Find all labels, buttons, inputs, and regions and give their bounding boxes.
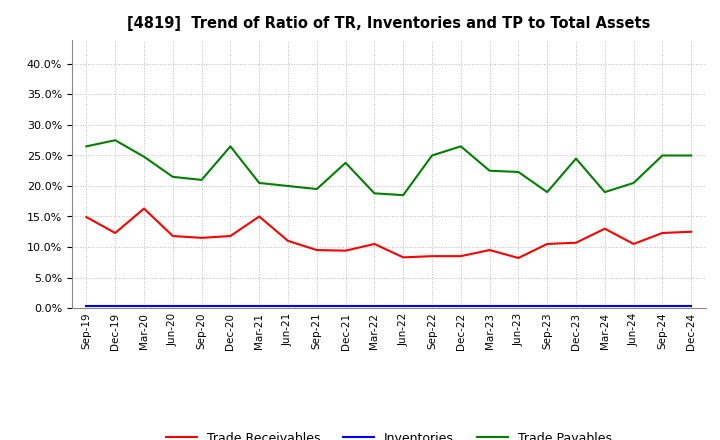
Trade Payables (111, 138, 120, 143)
Trade Receivables (485, 247, 494, 253)
Trade Payables (82, 144, 91, 149)
Inventories (197, 304, 206, 309)
Trade Receivables (312, 247, 321, 253)
Trade Receivables (226, 233, 235, 238)
Trade Receivables (255, 214, 264, 219)
Trade Payables (485, 168, 494, 173)
Trade Payables (140, 154, 148, 159)
Trade Receivables (600, 226, 609, 231)
Inventories (140, 304, 148, 309)
Trade Payables (456, 144, 465, 149)
Trade Payables (514, 169, 523, 175)
Trade Payables (629, 180, 638, 186)
Trade Payables (370, 191, 379, 196)
Line: Trade Receivables: Trade Receivables (86, 209, 691, 258)
Trade Receivables (399, 255, 408, 260)
Trade Payables (600, 190, 609, 195)
Trade Receivables (428, 253, 436, 259)
Trade Receivables (82, 214, 91, 220)
Inventories (284, 304, 292, 309)
Trade Payables (687, 153, 696, 158)
Inventories (687, 304, 696, 309)
Trade Receivables (658, 230, 667, 235)
Legend: Trade Receivables, Inventories, Trade Payables: Trade Receivables, Inventories, Trade Pa… (161, 427, 617, 440)
Inventories (456, 304, 465, 309)
Trade Payables (255, 180, 264, 186)
Inventories (226, 304, 235, 309)
Inventories (82, 304, 91, 309)
Trade Payables (543, 190, 552, 195)
Title: [4819]  Trend of Ratio of TR, Inventories and TP to Total Assets: [4819] Trend of Ratio of TR, Inventories… (127, 16, 650, 32)
Trade Receivables (140, 206, 148, 211)
Trade Payables (197, 177, 206, 183)
Inventories (168, 304, 177, 309)
Trade Receivables (111, 230, 120, 235)
Trade Receivables (197, 235, 206, 241)
Trade Receivables (543, 241, 552, 246)
Inventories (312, 304, 321, 309)
Trade Payables (658, 153, 667, 158)
Inventories (399, 304, 408, 309)
Trade Payables (284, 183, 292, 189)
Trade Payables (341, 160, 350, 165)
Trade Payables (226, 144, 235, 149)
Trade Payables (428, 153, 436, 158)
Trade Payables (572, 156, 580, 161)
Inventories (485, 304, 494, 309)
Trade Receivables (284, 238, 292, 244)
Line: Trade Payables: Trade Payables (86, 140, 691, 195)
Inventories (658, 304, 667, 309)
Inventories (111, 304, 120, 309)
Trade Receivables (514, 255, 523, 260)
Trade Receivables (456, 253, 465, 259)
Trade Receivables (370, 241, 379, 246)
Trade Receivables (629, 241, 638, 246)
Inventories (514, 304, 523, 309)
Inventories (543, 304, 552, 309)
Trade Receivables (168, 233, 177, 238)
Inventories (600, 304, 609, 309)
Inventories (370, 304, 379, 309)
Trade Receivables (572, 240, 580, 246)
Inventories (629, 304, 638, 309)
Trade Receivables (341, 248, 350, 253)
Trade Payables (399, 193, 408, 198)
Trade Receivables (687, 229, 696, 235)
Inventories (572, 304, 580, 309)
Inventories (255, 304, 264, 309)
Trade Payables (168, 174, 177, 180)
Inventories (341, 304, 350, 309)
Trade Payables (312, 187, 321, 192)
Inventories (428, 304, 436, 309)
